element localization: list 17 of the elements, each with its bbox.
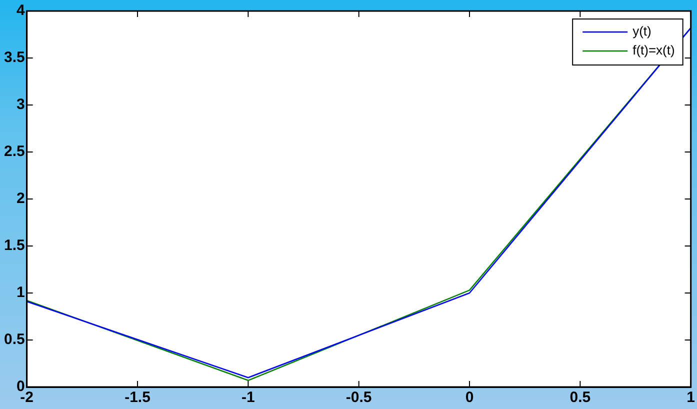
y-tick-label: 0.5 — [4, 331, 25, 348]
y-tick-label: 2 — [16, 190, 25, 208]
y-tick-label: 3 — [16, 96, 25, 114]
y-tick-label: 0 — [16, 378, 25, 396]
y-tick-label: 1.5 — [4, 237, 25, 254]
y-tick-label: 4 — [16, 2, 26, 20]
x-tick-label: -1 — [242, 389, 255, 406]
y-tick-label: 2.5 — [4, 143, 25, 160]
x-tick-label: 0 — [465, 389, 474, 406]
x-tick-label: -0.5 — [346, 389, 372, 406]
y-tick-label: 3.5 — [4, 49, 25, 66]
legend-label: y(t) — [632, 24, 652, 39]
x-tick-label: -1.5 — [124, 389, 150, 406]
x-tick-label: 0.5 — [570, 389, 591, 406]
legend-label: f(t)=x(t) — [632, 42, 675, 58]
x-tick-label: 1 — [686, 389, 695, 406]
y-tick-label: 1 — [16, 284, 25, 302]
